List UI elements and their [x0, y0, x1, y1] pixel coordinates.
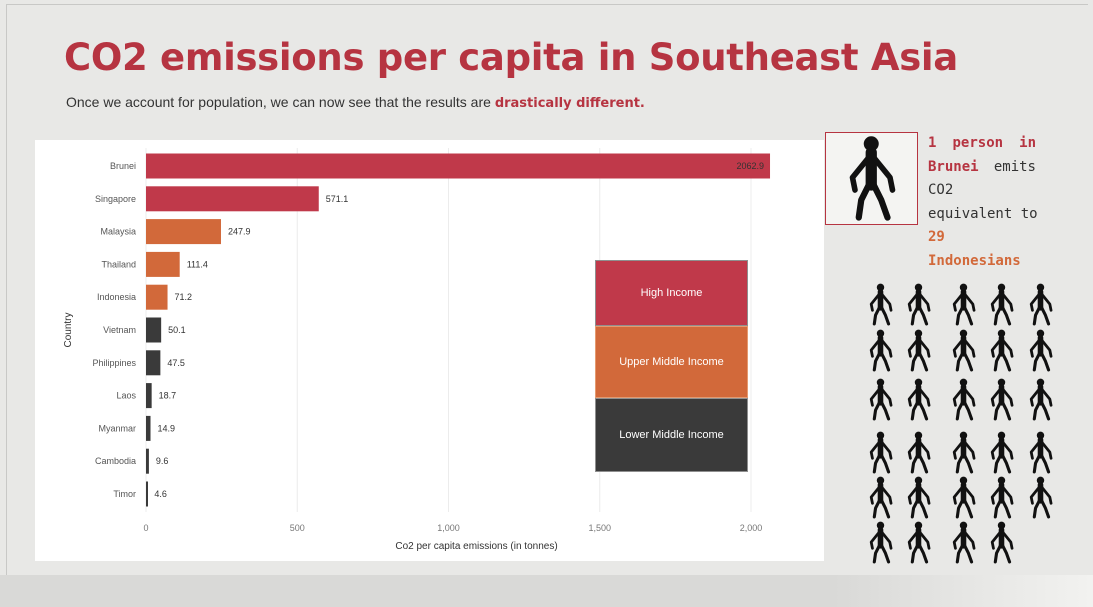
person-walking-icon — [1029, 378, 1053, 421]
page-title: CO2 emissions per capita in Southeast As… — [64, 36, 958, 79]
value-label: 571.1 — [326, 194, 349, 204]
income-legend: High Income Upper Middle Income Lower Midd… — [595, 260, 748, 472]
x-tick-label: 2,000 — [740, 523, 763, 533]
person-walking-icon — [990, 431, 1014, 474]
country-label: Thailand — [101, 259, 136, 269]
callout-number: 29 — [928, 229, 945, 245]
callout-count: 1 — [928, 135, 937, 151]
bottom-strip-gradient — [833, 575, 1093, 607]
person-walking-icon — [990, 329, 1014, 372]
bar — [146, 317, 162, 343]
person-walking-icon — [1029, 431, 1053, 474]
person-walking-icon — [990, 521, 1014, 564]
value-label: 18.7 — [159, 391, 177, 401]
callout-text: 1 person in Brunei emits CO2 equivalent … — [928, 132, 1038, 273]
person-walking-icon — [907, 431, 931, 474]
value-label: 50.1 — [168, 325, 186, 335]
country-label: Philippines — [92, 358, 136, 368]
bar — [146, 383, 152, 409]
country-label: Myanmar — [98, 423, 136, 433]
country-label: Indonesia — [97, 292, 136, 302]
country-label: Timor — [113, 489, 136, 499]
person-walking-icon — [907, 521, 931, 564]
x-tick-label: 500 — [290, 523, 305, 533]
callout-line-3: CO2 — [928, 182, 954, 198]
subtitle-emphasis: drastically different. — [494, 96, 645, 111]
person-walking-icon — [952, 378, 976, 421]
value-label: 9.6 — [156, 456, 169, 466]
person-walking-icon — [869, 283, 893, 326]
legend-item-high: High Income — [595, 260, 748, 326]
callout-person: person — [952, 135, 1004, 151]
legend-item-lower: Lower Middle Income — [595, 398, 748, 472]
x-tick-label: 1,500 — [588, 523, 611, 533]
person-walking-icon — [1029, 476, 1053, 519]
person-walking-icon — [952, 431, 976, 474]
value-label: 4.6 — [154, 489, 167, 499]
subtitle: Once we account for population, we can n… — [66, 94, 645, 111]
person-walking-icon — [849, 136, 896, 221]
y-axis-title: Country — [63, 312, 74, 347]
subtitle-text: Once we account for population, we can n… — [66, 94, 495, 110]
value-label: 71.2 — [175, 292, 193, 302]
person-walking-icon — [952, 329, 976, 372]
person-walking-icon — [990, 476, 1014, 519]
callout-equivalent: equivalent — [928, 205, 1013, 222]
bar — [146, 219, 221, 245]
person-walking-icon — [952, 521, 976, 564]
callout-to: to — [1020, 205, 1038, 222]
country-label: Brunei — [110, 161, 136, 171]
bar — [146, 251, 180, 277]
person-walking-icon — [869, 431, 893, 474]
callout-line-1: 1 person in — [928, 132, 1036, 156]
people-grid — [869, 283, 1053, 564]
person-walking-icon — [907, 378, 931, 421]
x-tick-label: 1,000 — [437, 523, 460, 533]
person-walking-icon — [1029, 329, 1053, 372]
person-walking-icon — [907, 329, 931, 372]
callout-line-4: equivalent to — [928, 203, 1038, 227]
country-label: Cambodia — [95, 456, 136, 466]
bar — [146, 448, 149, 474]
callout-country: Brunei — [928, 158, 979, 175]
bar — [146, 186, 319, 212]
person-walking-icon — [869, 329, 893, 372]
person-walking-icon — [990, 283, 1014, 326]
value-label: 111.4 — [187, 259, 208, 269]
callout-in: in — [1019, 135, 1036, 151]
person-walking-icon — [990, 378, 1014, 421]
callout-icon-box — [825, 132, 918, 225]
bottom-strip — [0, 575, 1093, 607]
country-label: Vietnam — [103, 325, 136, 335]
person-walking-icon — [907, 476, 931, 519]
person-walking-icon — [869, 476, 893, 519]
legend-item-upper: Upper Middle Income — [595, 326, 748, 398]
country-label: Malaysia — [100, 227, 136, 237]
bar — [146, 153, 771, 179]
bar — [146, 350, 161, 376]
value-label: 247.9 — [228, 227, 251, 237]
person-walking-icon — [907, 283, 931, 326]
callout-emits: emits — [993, 158, 1036, 175]
country-label: Singapore — [95, 194, 136, 204]
chart-panel: 0 500 1,000 1,500 2,000 Brunei 2062.9 Singapore… — [35, 140, 824, 561]
x-tick-label: 0 — [143, 523, 148, 533]
x-axis-title: Co2 per capita emissions (in tonnes) — [395, 541, 557, 552]
bar — [146, 415, 151, 441]
person-walking-icon — [1029, 283, 1053, 326]
bar — [146, 284, 168, 310]
callout-line-2: Brunei emits — [928, 156, 1036, 180]
value-label: 47.5 — [167, 358, 185, 368]
value-label: 2062.9 — [736, 161, 764, 171]
person-walking-icon — [869, 521, 893, 564]
person-walking-icon — [869, 378, 893, 421]
person-walking-icon — [952, 283, 976, 326]
country-label: Laos — [116, 391, 136, 401]
person-walking-icon — [952, 476, 976, 519]
value-label: 14.9 — [158, 423, 176, 433]
bar — [146, 481, 148, 507]
callout-indonesians: Indonesians — [928, 252, 1021, 269]
